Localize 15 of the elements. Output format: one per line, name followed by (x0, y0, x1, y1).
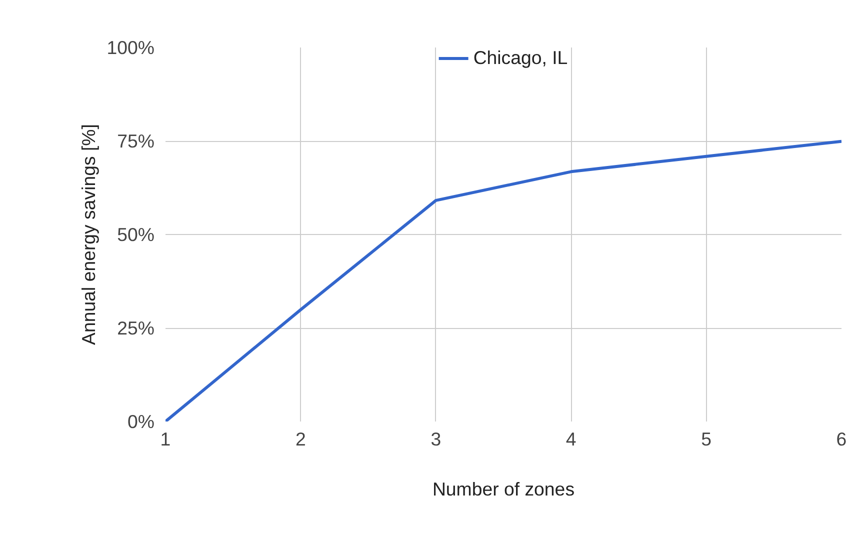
y-tick-label: 75% (117, 130, 155, 152)
legend-label: Chicago, IL (473, 47, 568, 69)
x-tick-label: 4 (566, 428, 576, 450)
line-series (166, 140, 842, 422)
y-tick-label: 50% (117, 224, 155, 245)
x-tick-label: 6 (836, 428, 847, 450)
y-tick-label: 25% (117, 318, 155, 338)
y-tick-label: 0% (128, 411, 155, 432)
x-tick-label: 5 (701, 428, 712, 450)
y-tick-label: 100% (106, 37, 155, 58)
x-tick-label: 3 (430, 428, 442, 450)
x-tick-label: 1 (160, 428, 171, 450)
y-axis-title: Annual energy savings [%] (78, 124, 99, 345)
x-tick-label: 2 (296, 428, 306, 450)
x-axis-title: Number of zones (432, 478, 575, 500)
